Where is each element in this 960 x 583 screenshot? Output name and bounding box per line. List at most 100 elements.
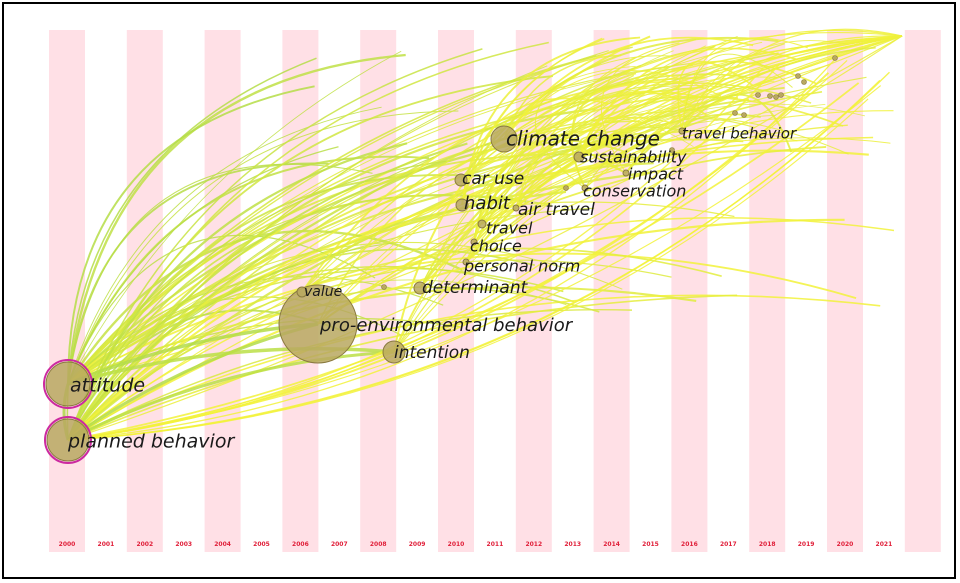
year-label-2016: 2016: [681, 541, 698, 548]
link-13: [67, 106, 382, 385]
link-167: [681, 93, 793, 153]
year-label-2015: 2015: [642, 541, 659, 548]
year-label-2017: 2017: [720, 541, 737, 548]
year-label-2019: 2019: [798, 541, 815, 548]
year-label-2008: 2008: [370, 541, 387, 548]
minor-node-6: [795, 73, 801, 79]
link-143: [503, 70, 722, 140]
year-label-2003: 2003: [175, 541, 192, 548]
link-155: [588, 131, 641, 174]
minor-node-8: [832, 55, 838, 61]
link-142: [503, 36, 754, 140]
node-travel[interactable]: [477, 219, 487, 229]
link-112: [473, 139, 626, 243]
minor-node-7: [801, 79, 807, 85]
year-label-2011: 2011: [487, 541, 504, 548]
year-label-2010: 2010: [448, 541, 465, 548]
minor-node-1: [767, 93, 773, 99]
minor-node-0: [755, 92, 761, 98]
link-101: [419, 74, 635, 289]
label-determinant: determinant: [422, 278, 529, 298]
node-air-travel[interactable]: [512, 204, 520, 212]
link-19: [67, 252, 857, 385]
link-83: [317, 145, 827, 325]
link-93: [393, 35, 651, 353]
link-100: [419, 45, 707, 289]
year-label-2004: 2004: [214, 541, 231, 548]
node-ring-attitude: [43, 359, 93, 409]
label-planned-behavior: planned behavior: [67, 431, 235, 453]
link-163: [681, 40, 848, 132]
label-intention: intention: [394, 343, 470, 363]
link-150: [578, 29, 903, 158]
minor-node-9: [381, 284, 387, 290]
minor-node-5: [741, 112, 747, 118]
link-77: [67, 350, 395, 442]
link-6: [67, 163, 373, 385]
year-stripe-2000: [49, 30, 85, 552]
link-132: [515, 35, 903, 209]
link-62: [67, 156, 435, 441]
node-conservation[interactable]: [581, 184, 589, 192]
minor-node-3: [778, 92, 784, 98]
year-stripe-end: [904, 30, 941, 552]
node-planned-behavior[interactable]: [46, 418, 90, 462]
year-axis: 2000 2001 2002 2003 2004 2005 2006 2007 2008 2009…: [59, 541, 893, 548]
link-168: [681, 28, 903, 132]
node-travel-behavior[interactable]: [678, 127, 686, 135]
link-56: [67, 218, 845, 441]
year-label-2021: 2021: [876, 541, 893, 548]
link-18: [67, 229, 463, 385]
year-label-2005: 2005: [253, 541, 270, 548]
minor-node-4: [732, 110, 738, 116]
label-choice: choice: [470, 237, 522, 256]
label-travel-behavior: travel behavior: [682, 125, 797, 143]
link-63: [67, 294, 738, 441]
minor-node-11: [669, 147, 675, 153]
label-sustainability: sustainability: [580, 148, 687, 167]
node-sustainability[interactable]: [573, 151, 585, 163]
node-impact[interactable]: [622, 169, 630, 177]
year-label-2006: 2006: [292, 541, 309, 548]
link-164: [681, 53, 793, 132]
year-label-2000: 2000: [59, 541, 76, 548]
link-141: [503, 54, 622, 140]
link-175: [67, 82, 860, 441]
node-climate-change[interactable]: [490, 125, 518, 153]
link-17: [67, 110, 459, 385]
year-label-2009: 2009: [409, 541, 426, 548]
keyword-labels: attitude planned behavior pro-environmenta…: [67, 125, 797, 453]
node-habit[interactable]: [455, 198, 469, 212]
link-178: [67, 72, 830, 441]
node-personal-norm[interactable]: [462, 258, 470, 266]
node-pro-environmental-behavior[interactable]: [278, 284, 358, 364]
node-choice[interactable]: [470, 238, 478, 246]
co-occurrence-links: [62, 28, 903, 442]
link-177: [67, 59, 848, 441]
node-intention[interactable]: [382, 340, 406, 364]
node-attitude[interactable]: [45, 361, 91, 407]
node-ring-planned-behavior: [44, 416, 92, 464]
label-pro-environmental-behavior: pro-environmental behavior: [319, 315, 574, 336]
link-70: [67, 259, 672, 441]
link-133: [460, 115, 849, 181]
node-determinant[interactable]: [413, 281, 427, 295]
link-159: [571, 56, 636, 189]
link-69: [67, 135, 512, 441]
link-28: [67, 50, 402, 385]
link-151: [600, 42, 680, 174]
link-31: [67, 146, 339, 385]
year-label-2007: 2007: [331, 541, 348, 548]
node-value[interactable]: [296, 286, 308, 298]
link-76: [67, 347, 395, 386]
link-82: [317, 45, 716, 325]
label-air-travel: air travel: [518, 200, 595, 220]
year-label-2002: 2002: [136, 541, 153, 548]
label-habit: habit: [464, 193, 511, 214]
year-label-2013: 2013: [564, 541, 581, 548]
link-16: [67, 267, 564, 385]
node-car-use[interactable]: [454, 173, 468, 187]
link-46: [67, 247, 722, 441]
label-conservation: conservation: [583, 182, 686, 201]
